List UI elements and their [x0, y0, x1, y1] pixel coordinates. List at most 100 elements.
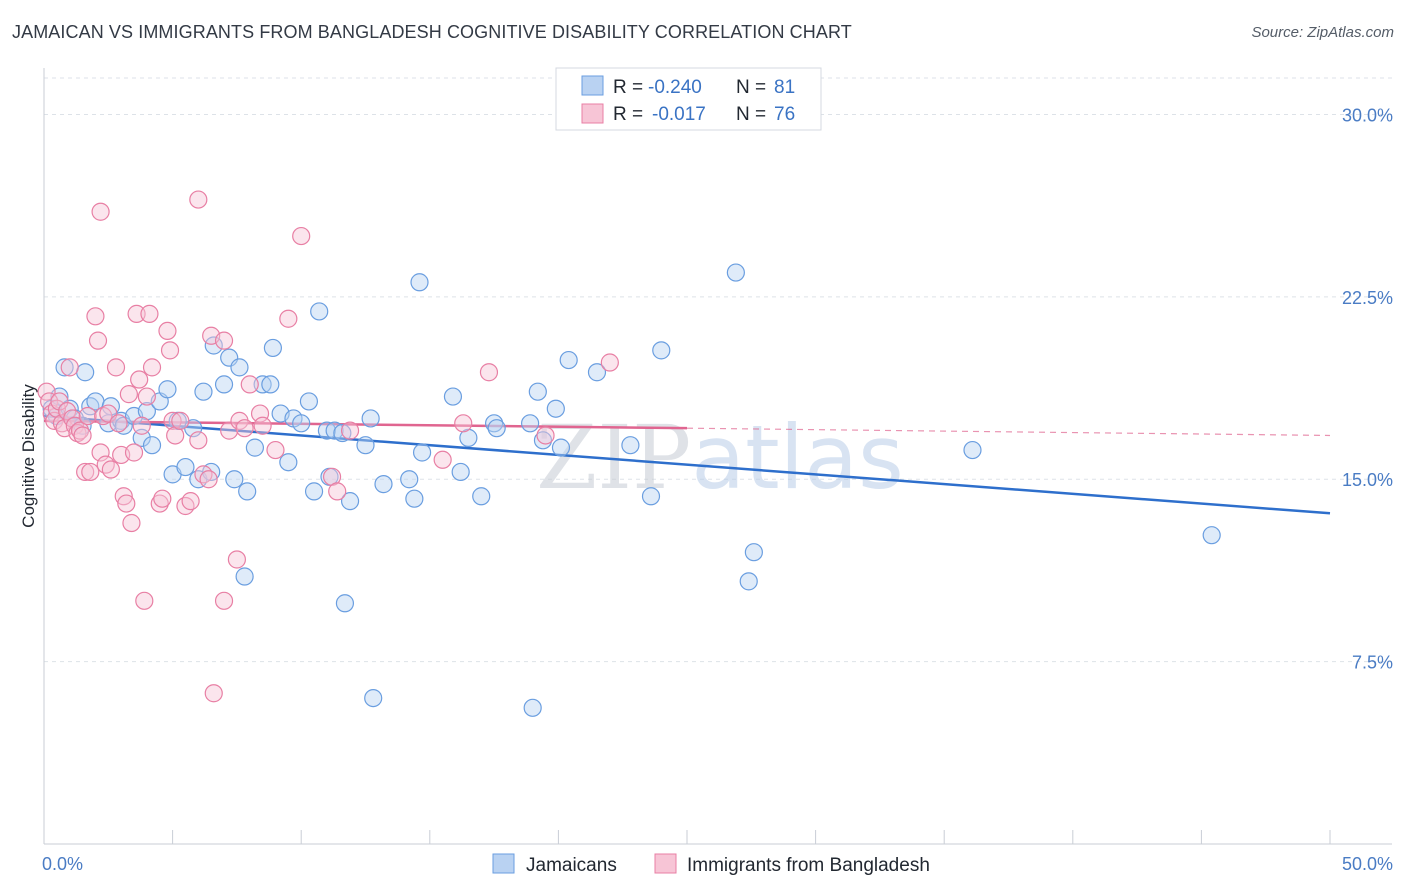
bangladesh-point-74	[204, 684, 223, 703]
bangladesh-point-26	[109, 414, 128, 433]
jamaicans-point-48	[340, 492, 360, 511]
bangladesh-point-65	[454, 414, 473, 433]
jamaicans-point-53	[412, 443, 432, 462]
legend-n-value-1: 81	[774, 77, 795, 98]
jamaicans-point-32	[238, 482, 257, 501]
jamaicans-point-66	[559, 350, 578, 370]
bangladesh-point-15	[76, 462, 95, 482]
bangladesh-point-18	[86, 307, 105, 326]
bangladesh-point-49	[194, 465, 213, 484]
bangladesh-point-50	[199, 470, 218, 489]
jamaicans-point-57	[451, 462, 470, 482]
jamaicans-point-11	[101, 397, 120, 416]
legend-r-label-2: R =	[613, 104, 643, 125]
bangladesh-point-30	[119, 385, 138, 404]
jamaicans-points	[42, 263, 1221, 717]
jamaicans-point-3	[55, 358, 74, 377]
bangladesh-point-14	[73, 426, 92, 445]
jamaicans-point-17	[142, 436, 162, 455]
bangladesh-point-28	[114, 487, 133, 506]
jamaicans-point-44	[317, 421, 337, 440]
bangladesh-point-36	[137, 387, 156, 406]
jamaicans-point-38	[279, 453, 298, 472]
bangladesh-point-58	[266, 440, 285, 460]
legend-n-label-2: N =	[736, 104, 766, 125]
jamaicans-point-70	[652, 341, 671, 360]
bangladesh-point-40	[153, 489, 172, 508]
jamaicans-point-19	[158, 380, 177, 399]
jamaicans-point-49	[356, 436, 375, 455]
bangladesh-point-67	[536, 426, 555, 445]
jamaicans-point-34	[253, 375, 272, 394]
jamaicans-point-76	[335, 594, 355, 613]
jamaicans-point-43	[310, 302, 329, 321]
bangladesh-point-69	[91, 202, 110, 221]
jamaicans-point-30	[225, 470, 244, 489]
bangladesh-point-62	[328, 482, 347, 501]
x-tick-label-0: 0.0%	[42, 854, 83, 874]
jamaicans-point-60	[487, 419, 506, 438]
x-tick-labels: 0.0% 50.0%	[42, 854, 1393, 874]
jamaicans-point-58	[472, 487, 491, 506]
bangladesh-point-64	[433, 450, 452, 469]
watermark: ZIPatlas	[536, 406, 904, 509]
bangladesh-point-13	[70, 421, 90, 440]
jamaicans-point-78	[523, 698, 542, 717]
bangladesh-point-75	[253, 416, 272, 435]
bangladesh-point-71	[135, 591, 154, 610]
jamaicans-trend-line	[43, 414, 1331, 515]
bangladesh-point-33	[127, 304, 146, 323]
jamaicans-point-36	[263, 338, 283, 358]
bangladesh-point-5	[50, 392, 69, 411]
bangladesh-point-38	[142, 358, 162, 377]
legend-r-value-1: -0.240	[648, 77, 702, 98]
bangladesh-point-24	[101, 460, 120, 479]
jamaicans-point-54	[400, 470, 419, 489]
bangladesh-point-9	[60, 358, 79, 377]
jamaicans-point-40	[292, 414, 311, 433]
bangladesh-point-42	[160, 341, 180, 360]
x-tick-label-1: 50.0%	[1342, 854, 1393, 874]
bangladesh-trend-line-extension	[686, 427, 1331, 437]
legend-n-value-2: 76	[774, 104, 795, 125]
bangladesh-point-70	[189, 190, 208, 209]
legend-swatch-bangladesh	[581, 103, 604, 124]
jamaicans-point-25	[194, 382, 213, 401]
bangladesh-point-45	[171, 411, 190, 430]
bangladesh-point-52	[214, 331, 234, 350]
bangladesh-point-32	[124, 443, 144, 462]
jamaicans-point-28	[214, 375, 234, 394]
bangladesh-point-31	[122, 513, 141, 533]
jamaicans-point-63	[533, 431, 553, 450]
legend-label-jamaicans: Jamaicans	[526, 855, 617, 876]
bangladesh-point-16	[78, 406, 97, 426]
y-tick-labels: 7.5% 15.0% 22.5% 30.0%	[1342, 105, 1393, 672]
y-axis-title: Cognitive Disability	[19, 384, 38, 528]
y-tick-label-1: 15.0%	[1342, 470, 1393, 490]
jamaicans-point-35	[261, 375, 280, 394]
y-tick-label-2: 22.5%	[1342, 288, 1393, 308]
jamaicans-point-62	[528, 382, 547, 401]
jamaicans-point-22	[176, 457, 195, 477]
jamaicans-point-42	[304, 482, 324, 501]
bangladesh-point-59	[279, 309, 298, 328]
bangladesh-point-63	[340, 421, 360, 440]
bangladesh-point-56	[240, 375, 259, 394]
bangladesh-point-35	[132, 416, 151, 435]
jamaicans-point-65	[551, 438, 571, 457]
jamaicans-point-55	[405, 489, 424, 508]
stats-legend: R = -0.240 N = 81 R = -0.017 N = 76	[555, 67, 822, 131]
bangladesh-point-46	[176, 496, 195, 516]
bangladesh-point-22	[96, 455, 115, 474]
bangladesh-point-48	[189, 431, 208, 450]
bangladesh-point-68	[600, 353, 619, 372]
jamaicans-point-71	[726, 263, 745, 282]
jamaicans-point-59	[485, 414, 504, 433]
bangladesh-point-37	[140, 304, 159, 323]
jamaicans-point-79	[235, 567, 254, 586]
bangladesh-point-25	[106, 358, 126, 377]
jamaicans-point-69	[641, 487, 661, 506]
chart-title: JAMAICAN VS IMMIGRANTS FROM BANGLADESH C…	[12, 22, 852, 42]
bangladesh-point-11	[65, 416, 84, 435]
